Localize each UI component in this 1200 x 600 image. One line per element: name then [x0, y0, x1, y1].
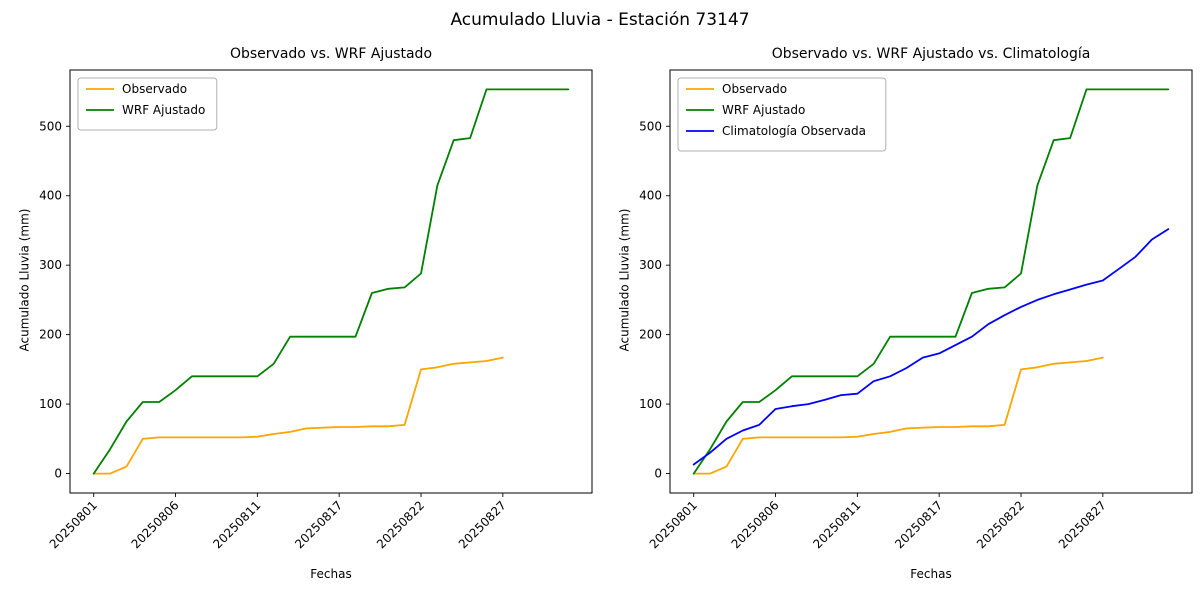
axes-box: [69, 69, 593, 494]
x-tick-label: 20250811: [810, 498, 863, 551]
y-tick-label: 200: [39, 328, 62, 342]
x-tick-label: 20250827: [1056, 498, 1109, 551]
legend-label-observado: Observado: [122, 82, 187, 96]
left-chart-canvas: 0 100 200 300 400 500 20250801 20250806 20250811…: [39, 69, 593, 551]
y-tick-label: 0: [54, 467, 62, 481]
right-x-axis-label: Fechas: [910, 567, 952, 581]
left-subplot: 0 100 200 300 400 500 20250801 20250806 20250811…: [0, 40, 600, 600]
series-line-wrf-ajustado: [92, 88, 570, 475]
legend-box: [677, 77, 887, 152]
x-tick-label: 20250806: [129, 498, 182, 551]
figure-title: Acumulado Lluvia - Estación 73147: [450, 10, 750, 30]
left-subplot-title: Observado vs. WRF Ajustado: [229, 46, 433, 62]
y-tick-label: 500: [639, 119, 662, 133]
right-chart-canvas: 0 100 200 300 400 500 20250801 20250806 20250811…: [639, 69, 1193, 551]
y-tick-label: 500: [39, 119, 62, 133]
x-tick-label: 20250811: [210, 498, 263, 551]
series-line-observado: [92, 356, 504, 475]
left-x-axis-label: Fechas: [310, 567, 352, 581]
x-tick-label: 20250822: [974, 498, 1027, 551]
right-subplot-title: Observado vs. WRF Ajustado vs. Climatolo…: [771, 46, 1091, 62]
right-subplot: 0 100 200 300 400 500 20250801 20250806 20250811…: [600, 40, 1200, 600]
axes-box: [669, 69, 1193, 494]
legend-label-wrf-ajustado: WRF Ajustado: [122, 103, 205, 117]
x-tick-label: 20250801: [47, 498, 100, 551]
y-tick-label: 0: [654, 467, 662, 481]
y-tick-label: 100: [39, 397, 62, 411]
x-tick-label: 20250801: [647, 498, 700, 551]
series-line-wrf-ajustado: [692, 88, 1170, 475]
x-tick-label: 20250822: [374, 498, 427, 551]
legend-label-wrf-ajustado: WRF Ajustado: [722, 103, 805, 117]
x-tick-label: 20250827: [456, 498, 509, 551]
x-tick-label: 20250817: [892, 498, 945, 551]
right-y-axis-label: Acumulado Lluvia (mm): [617, 208, 632, 352]
left-y-axis-label: Acumulado Lluvia (mm): [17, 208, 32, 352]
x-tick-label: 20250806: [729, 498, 782, 551]
legend-box: [77, 77, 218, 131]
y-tick-label: 400: [39, 189, 62, 203]
y-tick-label: 200: [639, 328, 662, 342]
y-tick-label: 100: [639, 397, 662, 411]
y-tick-label: 300: [39, 258, 62, 272]
y-tick-label: 300: [639, 258, 662, 272]
series-line-observado: [692, 356, 1104, 475]
x-tick-label: 20250817: [292, 498, 345, 551]
y-tick-label: 400: [639, 189, 662, 203]
series-line-climatolog-a-observada: [692, 228, 1170, 466]
legend-label-climatolog-a-observada: Climatología Observada: [722, 124, 866, 138]
legend-label-observado: Observado: [722, 82, 787, 96]
